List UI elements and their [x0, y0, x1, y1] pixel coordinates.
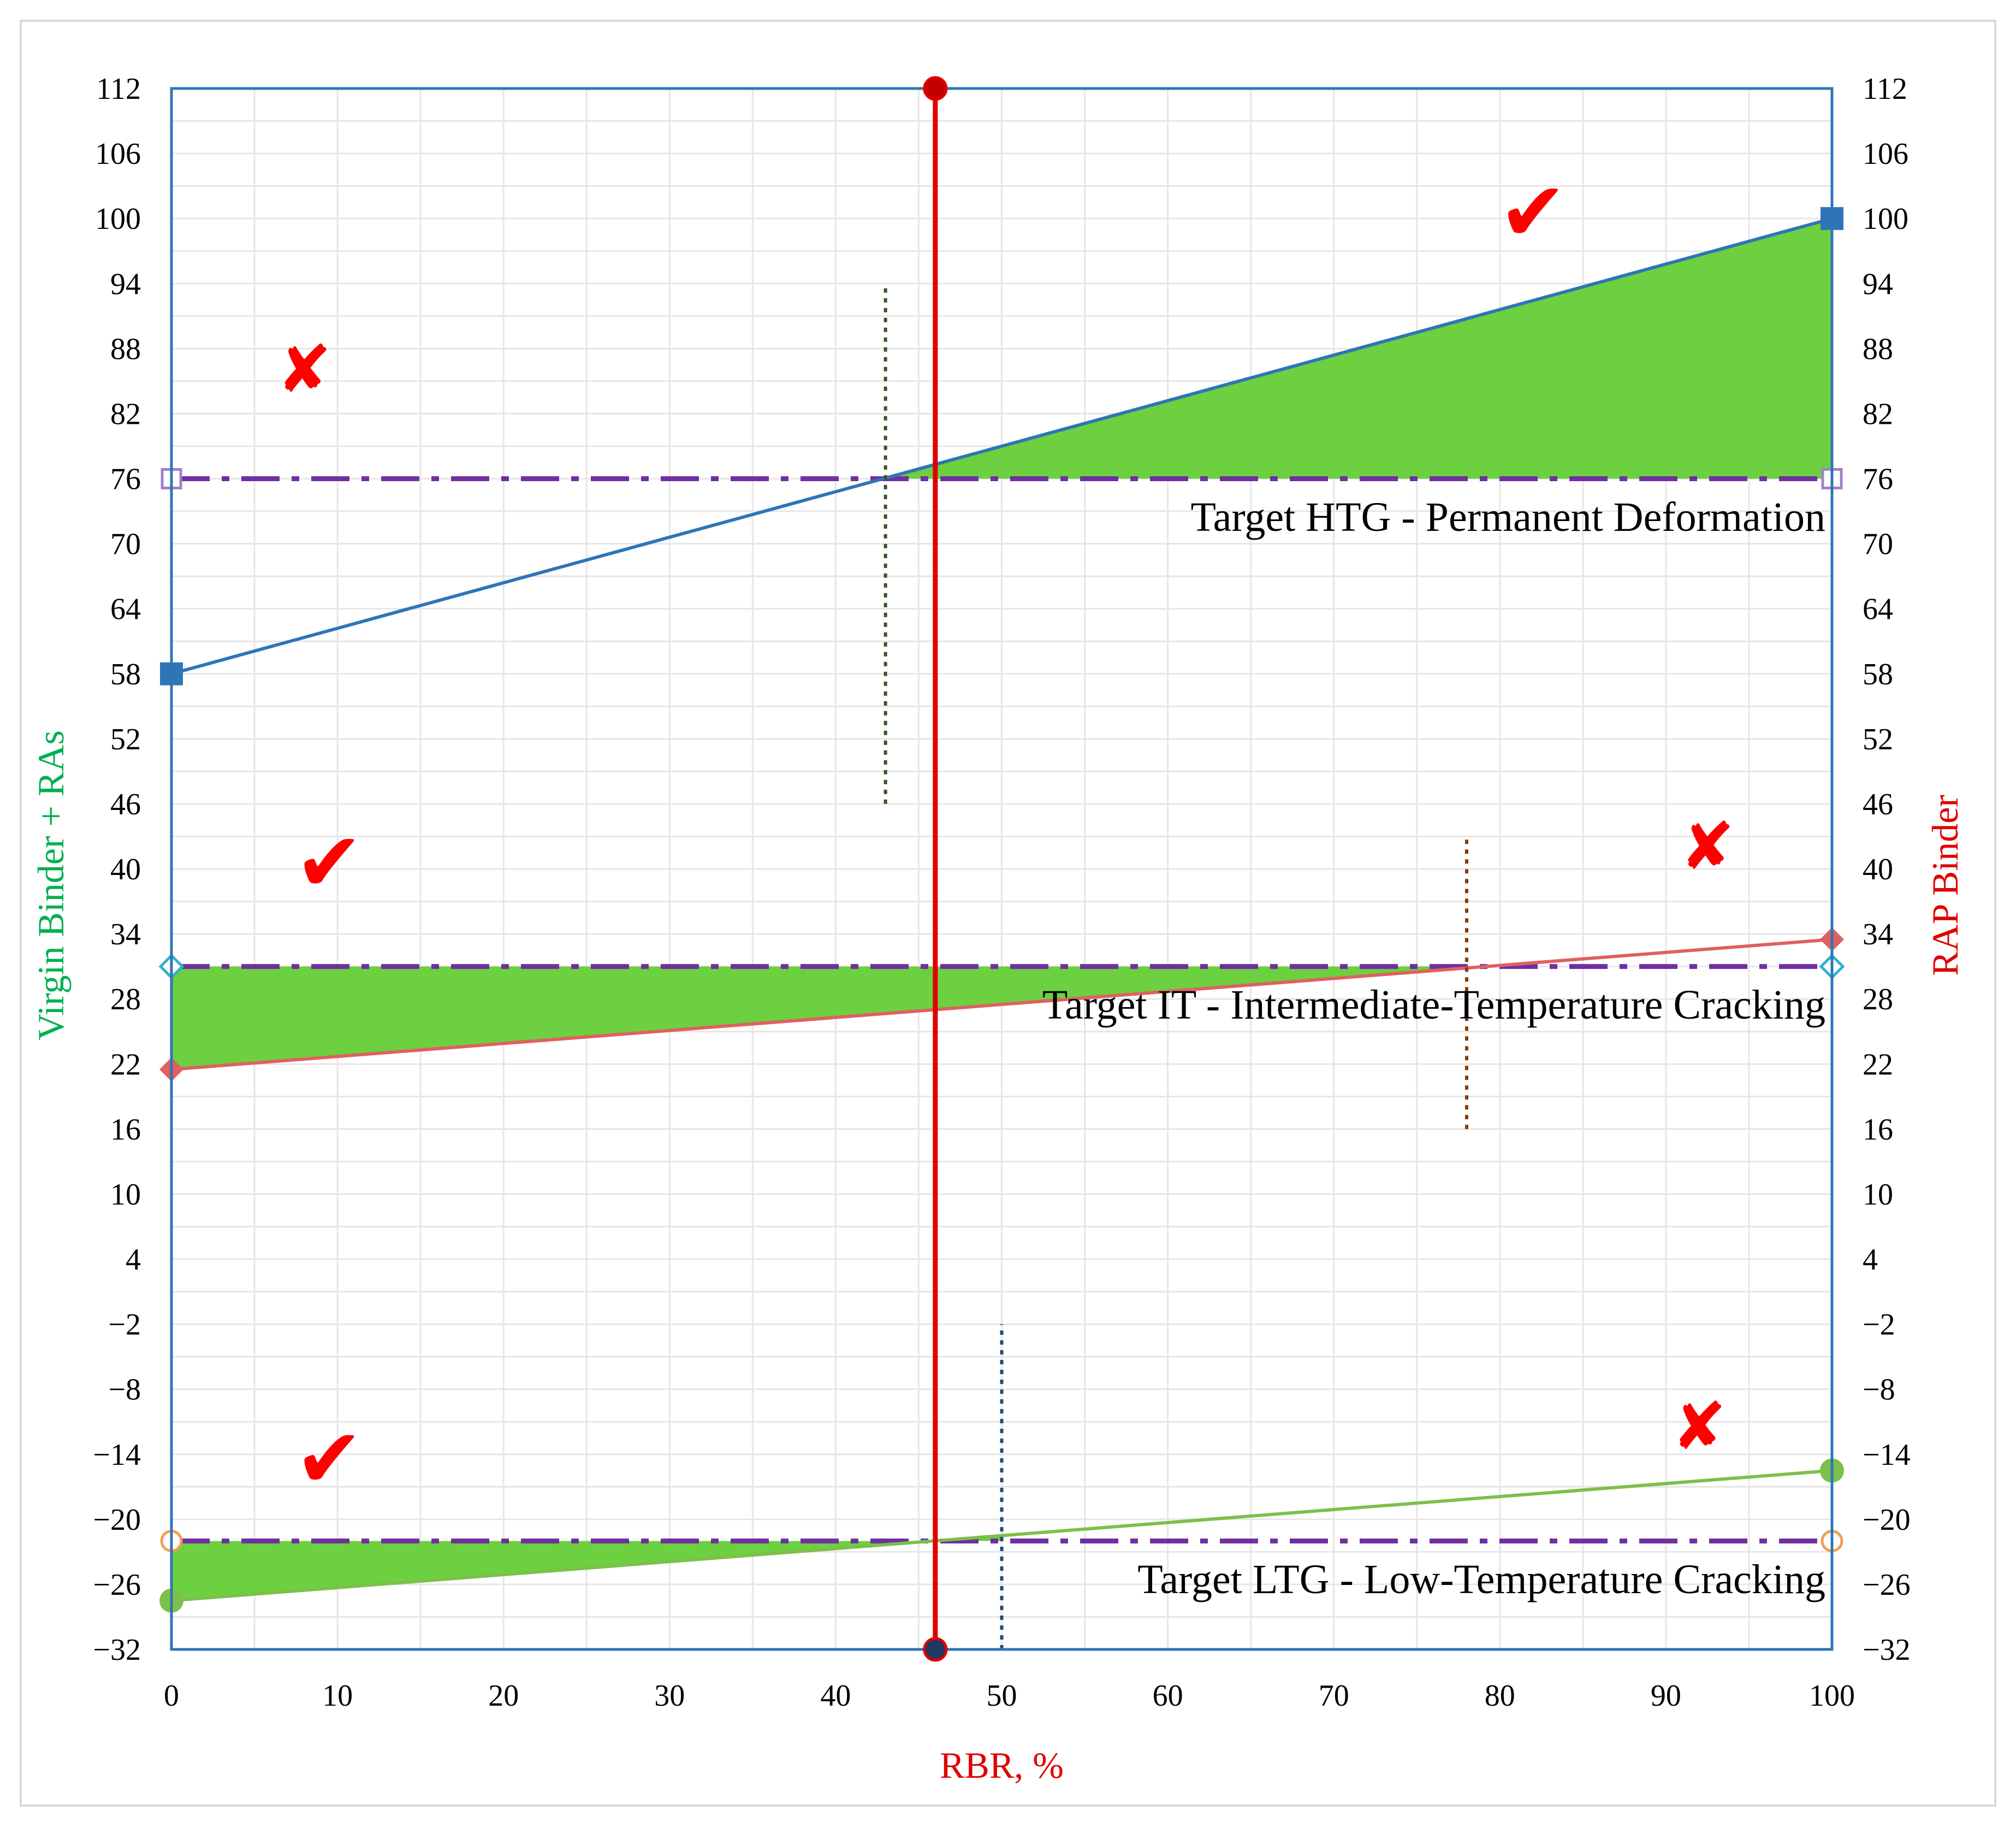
y-tick-label-right: 82 — [1863, 397, 1893, 431]
y-axis-title-right: RAP Binder — [1924, 795, 1966, 976]
x-axis-title: RBR, % — [940, 1744, 1064, 1786]
y-tick-label-left: 70 — [110, 528, 141, 561]
y-tick-label-left: −14 — [93, 1438, 141, 1472]
y-tick-label-right: 22 — [1863, 1048, 1893, 1081]
y-tick-label-left: −26 — [93, 1568, 141, 1602]
htg-right-check-icon: ✔ — [1499, 165, 1568, 260]
y-tick-label-left: 52 — [110, 723, 141, 756]
ltg-target-annotation: Target LTG - Low-Temperature Cracking — [1137, 1557, 1825, 1602]
htg-target-annotation: Target HTG - Permanent Deformation — [1191, 494, 1825, 540]
htg-left-cross-icon: ✘ — [277, 332, 332, 408]
x-tick-label: 0 — [164, 1679, 179, 1713]
y-tick-label-right: −32 — [1863, 1633, 1911, 1667]
y-tick-label-right: 4 — [1863, 1243, 1878, 1277]
y-tick-label-left: 10 — [110, 1178, 141, 1211]
y-tick-label-left: 16 — [110, 1113, 141, 1146]
y-tick-label-left: 58 — [110, 658, 141, 691]
y-tick-label-right: 52 — [1863, 723, 1893, 756]
optimum-rbr-top-marker — [923, 76, 948, 101]
ltg-left-check-icon: ✔ — [295, 1411, 364, 1506]
x-tick-label: 70 — [1319, 1679, 1349, 1713]
y-tick-label-left: −20 — [93, 1503, 141, 1537]
optimum-rbr-line — [923, 76, 948, 1662]
y-tick-label-right: 46 — [1863, 788, 1893, 821]
y-tick-label-right: 70 — [1863, 528, 1893, 561]
y-tick-label-left: 82 — [110, 397, 141, 431]
y-tick-label-right: 112 — [1863, 72, 1907, 106]
crossing-guides — [884, 283, 1468, 1649]
it-right-cross-icon: ✘ — [1680, 809, 1735, 885]
y-tick-label-left: 40 — [110, 853, 141, 886]
binder-lines — [159, 207, 1844, 1613]
y-tick-label-left: 22 — [110, 1048, 141, 1081]
y-tick-label-right: 88 — [1863, 332, 1893, 366]
y-tick-label-left: −2 — [108, 1308, 141, 1342]
x-tick-label: 90 — [1651, 1679, 1681, 1713]
y-tick-label-left: 94 — [110, 267, 141, 301]
y-tick-label-right: 34 — [1863, 918, 1893, 951]
y-tick-label-left: 88 — [110, 332, 141, 366]
it-binder-line — [171, 938, 1833, 1072]
it-left-check-icon: ✔ — [295, 815, 364, 910]
y-tick-label-right: −26 — [1863, 1568, 1911, 1602]
x-tick-label: 10 — [322, 1679, 353, 1713]
y-tick-label-left: 76 — [110, 463, 141, 496]
optimum-rbr-bottom-marker — [923, 1637, 948, 1662]
y-tick-label-right: 28 — [1863, 983, 1893, 1016]
y-tick-label-right: −14 — [1863, 1438, 1911, 1472]
y-tick-label-left: 28 — [110, 983, 141, 1016]
y-tick-label-right: 58 — [1863, 658, 1893, 691]
x-tick-label: 80 — [1485, 1679, 1515, 1713]
y-axis-title-left: Virgin Binder + RAs — [30, 730, 72, 1040]
ltg-right-cross-icon: ✘ — [1671, 1389, 1727, 1465]
plot-area-frame — [170, 87, 1834, 1651]
x-tick-label: 40 — [820, 1679, 851, 1713]
x-tick-label: 60 — [1153, 1679, 1183, 1713]
x-tick-label: 20 — [488, 1679, 519, 1713]
it-target-annotation: Target IT - Intermediate-Temperature Cra… — [1042, 982, 1825, 1028]
y-tick-label-left: 34 — [110, 918, 141, 951]
y-tick-label-right: 10 — [1863, 1178, 1893, 1211]
y-tick-label-left: −32 — [93, 1633, 141, 1667]
y-tick-label-left: −8 — [108, 1373, 141, 1407]
x-tick-label: 50 — [987, 1679, 1017, 1713]
y-tick-label-right: −2 — [1863, 1308, 1895, 1342]
y-tick-label-right: 106 — [1863, 137, 1908, 171]
y-tick-label-left: 4 — [126, 1243, 141, 1277]
y-tick-label-left: 106 — [95, 137, 141, 171]
y-tick-label-right: 94 — [1863, 267, 1893, 301]
y-tick-label-left: 46 — [110, 788, 141, 821]
y-tick-label-right: 16 — [1863, 1113, 1893, 1146]
x-tick-label: 100 — [1809, 1679, 1855, 1713]
y-tick-label-right: −20 — [1863, 1503, 1911, 1537]
y-tick-label-right: 64 — [1863, 593, 1893, 626]
y-tick-label-right: 100 — [1863, 202, 1908, 236]
y-tick-label-right: 40 — [1863, 853, 1893, 886]
annotations: Target HTG - Permanent Deformation Target… — [277, 165, 1825, 1602]
y-tick-label-left: 64 — [110, 593, 141, 626]
x-tick-label: 30 — [654, 1679, 685, 1713]
y-tick-label-right: 76 — [1863, 463, 1893, 496]
ltg-binder-line — [171, 1469, 1833, 1602]
y-tick-label-right: −8 — [1863, 1373, 1895, 1407]
htg-binder-line — [171, 217, 1833, 676]
y-tick-label-left: 100 — [95, 202, 141, 236]
y-tick-label-left: 112 — [96, 72, 141, 106]
